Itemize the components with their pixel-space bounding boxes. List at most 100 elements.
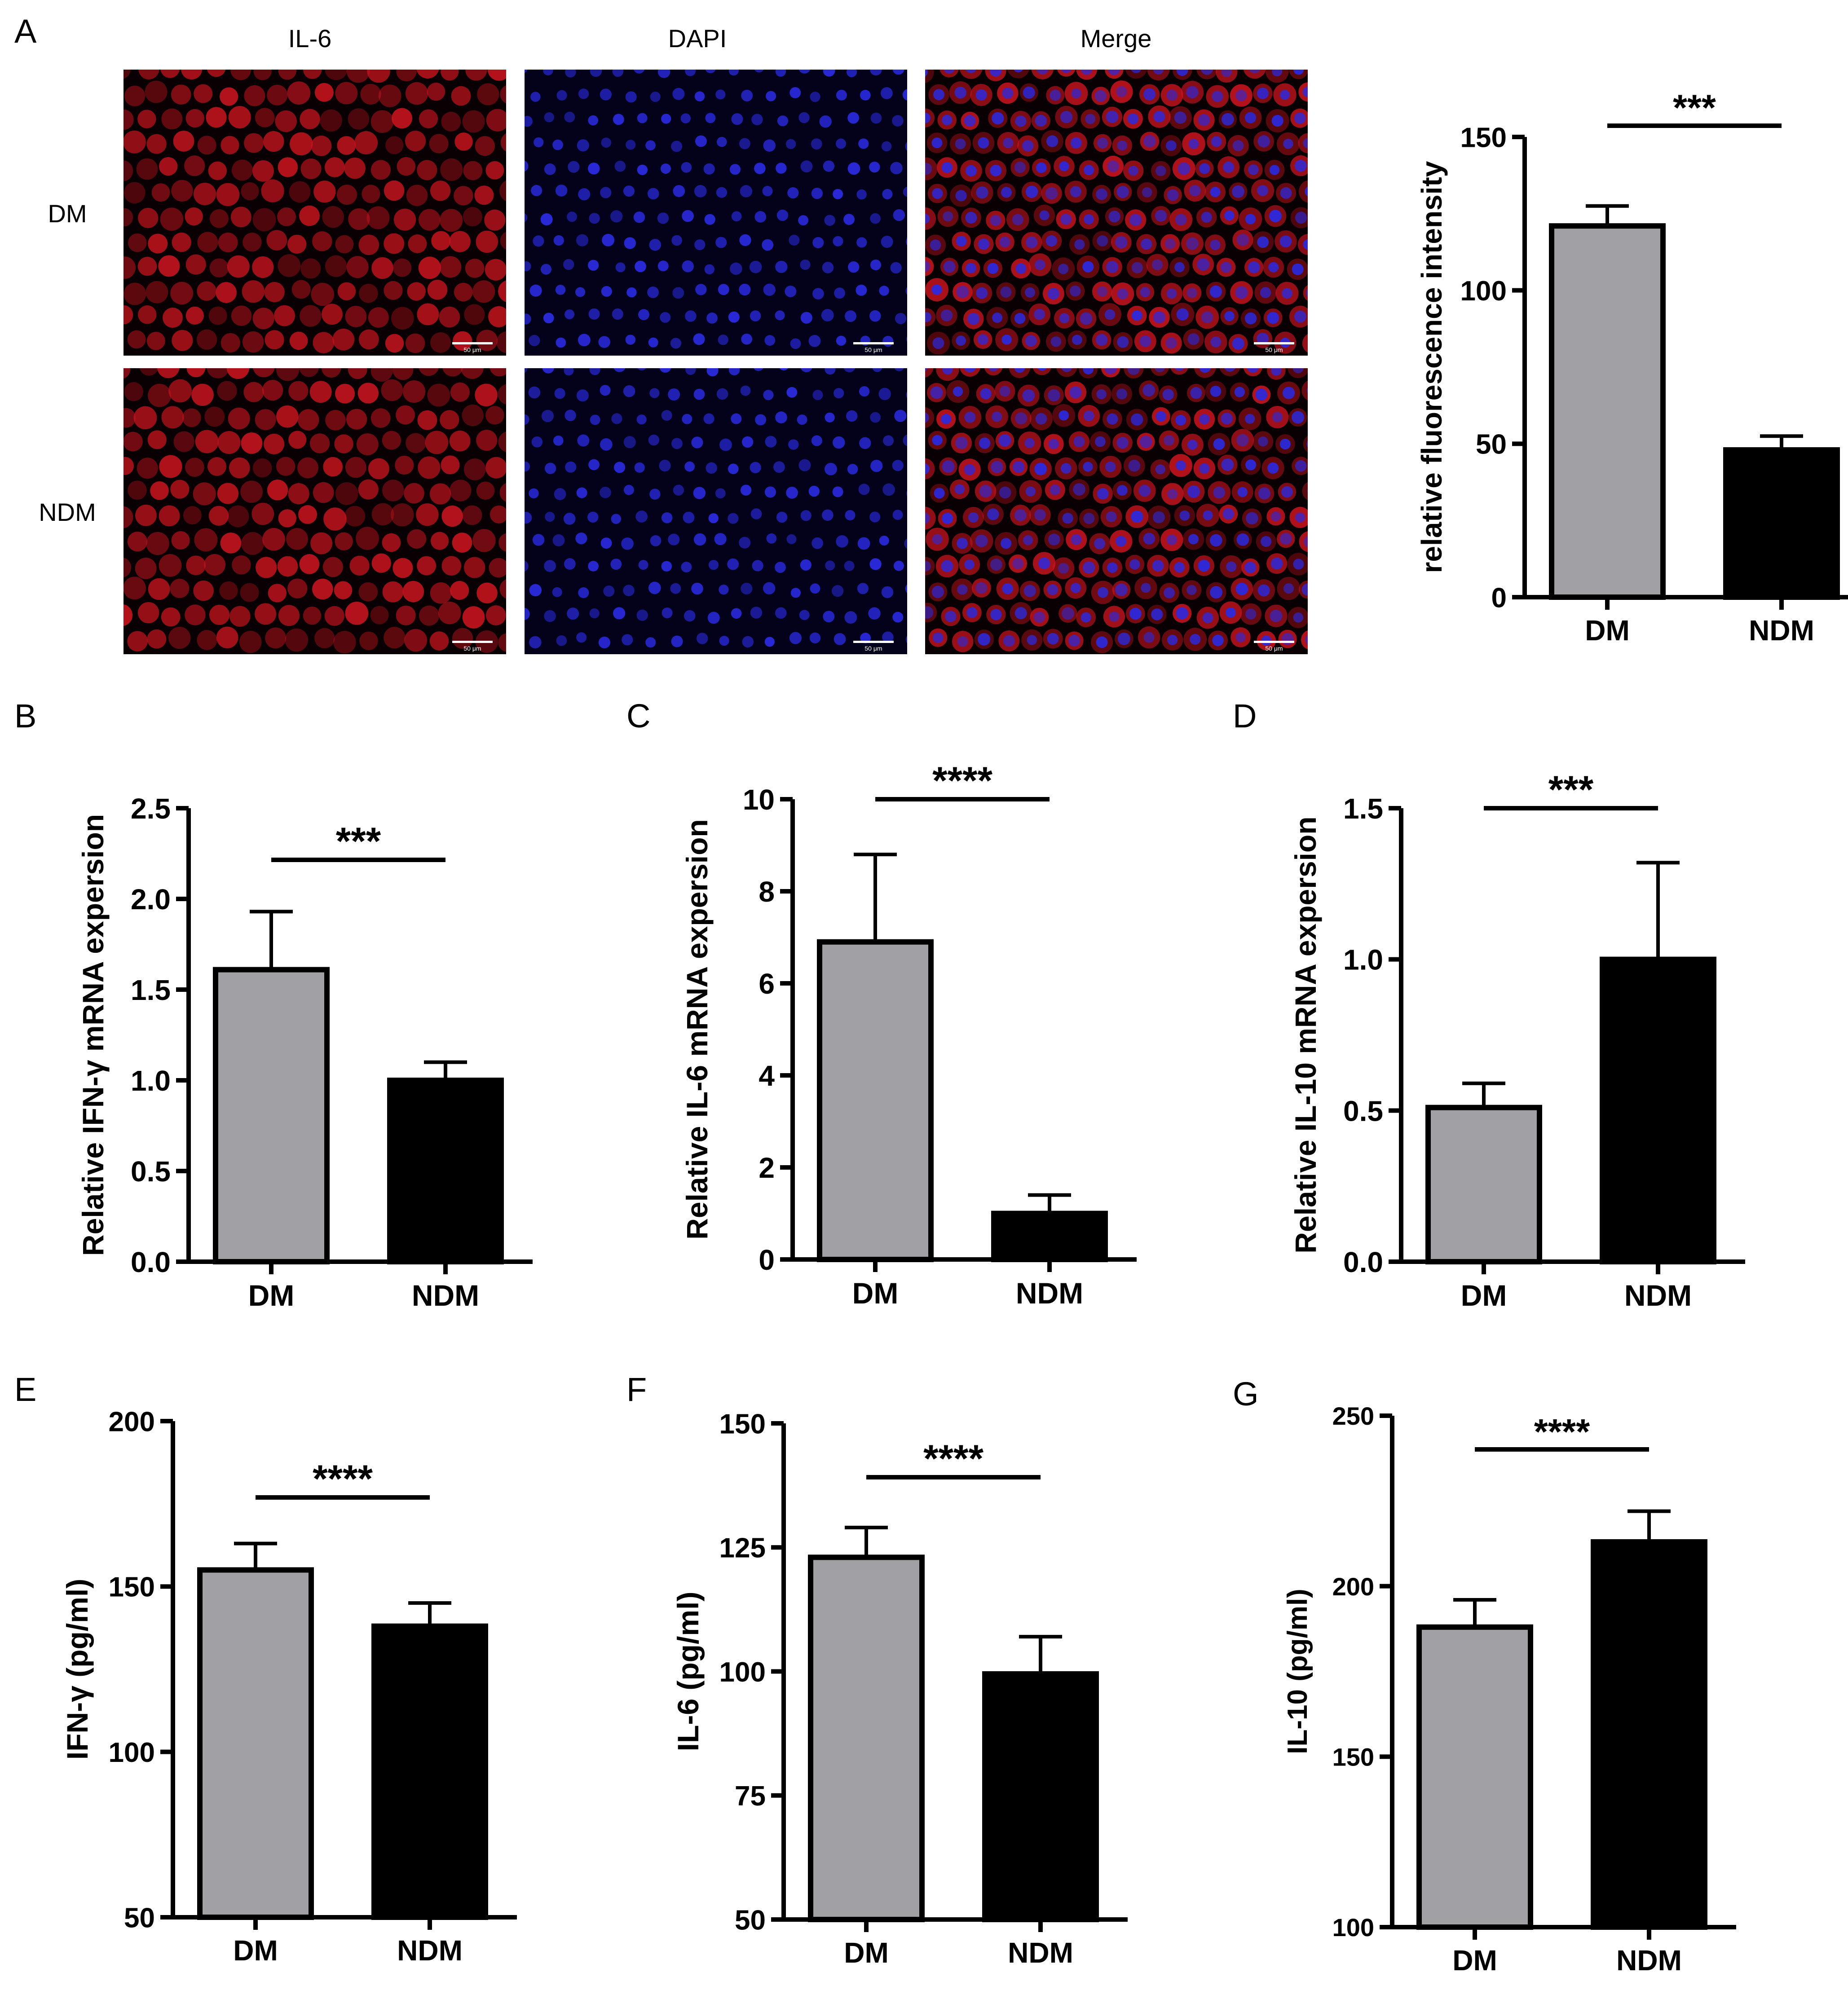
panel-letter-c: C — [626, 697, 650, 735]
chart-b-y-tick-label: 2.5 — [131, 792, 171, 825]
scale-bar-label: 50 μm — [463, 346, 481, 353]
micrograph-il6-ndm: 50 μm — [123, 368, 506, 654]
chart-g-y-tick-label: 250 — [1332, 1402, 1374, 1430]
chart-a-y-label: relative fluorescence intensity — [1416, 161, 1448, 573]
chart-b-y-tick-label: 0.5 — [131, 1155, 171, 1188]
chart-b-y-tick-label: 1.0 — [131, 1065, 171, 1097]
chart-b-y-label: Relative IFN-γ mRNA expersion — [76, 814, 110, 1256]
chart-b-y-tick-label: 1.5 — [131, 974, 171, 1006]
chart-d-y-tick-label: 0.5 — [1343, 1095, 1383, 1127]
chart-b-bar-ndm — [387, 1078, 504, 1264]
micrograph-row-ndm: NDM — [39, 498, 96, 526]
micrograph-dapi-dm: 50 μm — [525, 70, 907, 356]
chart-a-y-tick-label: 150 — [1460, 122, 1507, 153]
chart-a-bar-ndm — [1723, 447, 1840, 600]
panel-letter-d: D — [1233, 697, 1257, 735]
panel-letter-f: F — [626, 1371, 647, 1408]
chart-g-y-tick-label: 100 — [1332, 1913, 1374, 1942]
scale-bar-label: 50 μm — [463, 645, 481, 652]
chart-f-x-label-dm: DM — [844, 1937, 889, 1969]
chart-c-x-label-ndm: NDM — [1016, 1277, 1083, 1310]
chart-f-y-tick-label: 100 — [719, 1657, 766, 1688]
chart-a-y-tick-label: 50 — [1476, 429, 1507, 460]
chart-c-bar-ndm — [991, 1211, 1108, 1262]
chart-f-y-tick-label: 50 — [735, 1905, 766, 1936]
chart-b-y-tick-label: 0.0 — [131, 1246, 171, 1278]
chart-b-x-label-ndm: NDM — [412, 1279, 479, 1312]
chart-d-y-tick-label: 0.0 — [1343, 1246, 1383, 1278]
chart-g-x-label-ndm: NDM — [1616, 1944, 1682, 1977]
chart-c-y-tick-label: 0 — [759, 1244, 775, 1276]
scale-bar — [853, 342, 894, 344]
chart-a-x-label-ndm: NDM — [1749, 614, 1814, 647]
chart-d-y-tick-label: 1.5 — [1343, 792, 1383, 825]
panel-letter-a: A — [14, 13, 37, 50]
chart-g-bar-dm — [1416, 1624, 1533, 1930]
chart-a-x-label-dm: DM — [1585, 614, 1630, 647]
chart-d-bar-ndm — [1600, 956, 1716, 1265]
micrograph-column-merge: Merge — [1081, 24, 1152, 53]
scale-bar-label: 50 μm — [864, 645, 882, 652]
chart-c-y-tick-label: 4 — [759, 1060, 775, 1092]
chart-d-x-label-ndm: NDM — [1624, 1279, 1692, 1312]
chart-d-bar-dm — [1425, 1105, 1542, 1265]
micrograph-dapi-ndm: 50 μm — [525, 368, 907, 654]
chart-c-y-tick-label: 8 — [759, 876, 775, 908]
chart-c-y-tick-label: 2 — [759, 1152, 775, 1184]
micrograph-merge-ndm: 50 μm — [925, 368, 1308, 654]
chart-e-y-label: IFN-γ (pg/ml) — [61, 1579, 94, 1760]
chart-d-significance: *** — [1548, 768, 1594, 811]
chart-f-significance: **** — [923, 1437, 984, 1480]
micrograph-column-dapi: DAPI — [668, 24, 727, 53]
chart-e-y-tick-label: 50 — [124, 1902, 155, 1933]
chart-d-y-tick-label: 1.0 — [1343, 944, 1383, 976]
chart-e-y-tick-label: 100 — [109, 1737, 155, 1768]
scale-bar — [1254, 342, 1294, 344]
micrograph-column-il6: IL-6 — [288, 24, 332, 53]
chart-f-y-label: IL-6 (pg/ml) — [671, 1592, 705, 1752]
chart-f-x-label-ndm: NDM — [1008, 1937, 1073, 1969]
scale-bar — [853, 641, 894, 643]
panel-letter-b: B — [14, 697, 36, 735]
scale-bar — [452, 641, 493, 643]
chart-b-bar-dm — [213, 967, 330, 1265]
chart-f-bar-dm — [808, 1554, 925, 1923]
scale-bar — [452, 342, 493, 344]
micrograph-merge-dm: 50 μm — [925, 70, 1308, 356]
chart-f-y-tick-label: 150 — [719, 1409, 766, 1440]
micrograph-il6-dm: 50 μm — [123, 70, 506, 356]
chart-a-significance: *** — [1673, 88, 1716, 128]
chart-e-significance: **** — [313, 1457, 373, 1501]
chart-b-y-tick-label: 2.0 — [131, 883, 171, 916]
chart-c-y-tick-label: 6 — [759, 968, 775, 1000]
chart-d-x-label-dm: DM — [1461, 1279, 1507, 1312]
chart-d-y-label: Relative IL-10 mRNA expersion — [1289, 816, 1322, 1253]
chart-c-significance: **** — [932, 759, 992, 802]
chart-c-x-label-dm: DM — [852, 1277, 899, 1310]
panel-letter-g: G — [1233, 1375, 1259, 1413]
chart-e-y-tick-label: 200 — [109, 1406, 155, 1437]
chart-c-bar-dm — [817, 939, 934, 1262]
scale-bar — [1254, 641, 1294, 643]
chart-g-y-label: IL-10 (pg/ml) — [1282, 1589, 1313, 1754]
chart-g-y-tick-label: 150 — [1332, 1743, 1374, 1771]
scale-bar-label: 50 μm — [1265, 645, 1283, 652]
scale-bar-label: 50 μm — [1265, 346, 1283, 353]
chart-g-bar-ndm — [1591, 1539, 1707, 1930]
chart-g-x-label-dm: DM — [1452, 1944, 1497, 1977]
chart-e-bar-dm — [197, 1567, 314, 1920]
chart-a-bar-dm — [1549, 223, 1666, 600]
chart-e-bar-ndm — [371, 1623, 488, 1920]
chart-e-x-label-dm: DM — [233, 1934, 278, 1967]
chart-e-x-label-ndm: NDM — [397, 1934, 463, 1967]
micrograph-row-dm: DM — [48, 199, 87, 228]
chart-e-y-tick-label: 150 — [109, 1572, 155, 1603]
chart-f-bar-ndm — [982, 1671, 1099, 1922]
panel-letter-e: E — [14, 1371, 36, 1408]
chart-b-x-label-dm: DM — [248, 1279, 295, 1312]
chart-f-y-tick-label: 75 — [735, 1781, 766, 1812]
scale-bar-label: 50 μm — [864, 346, 882, 353]
chart-g-significance: **** — [1534, 1412, 1590, 1452]
chart-a-y-tick-label: 0 — [1491, 582, 1507, 613]
